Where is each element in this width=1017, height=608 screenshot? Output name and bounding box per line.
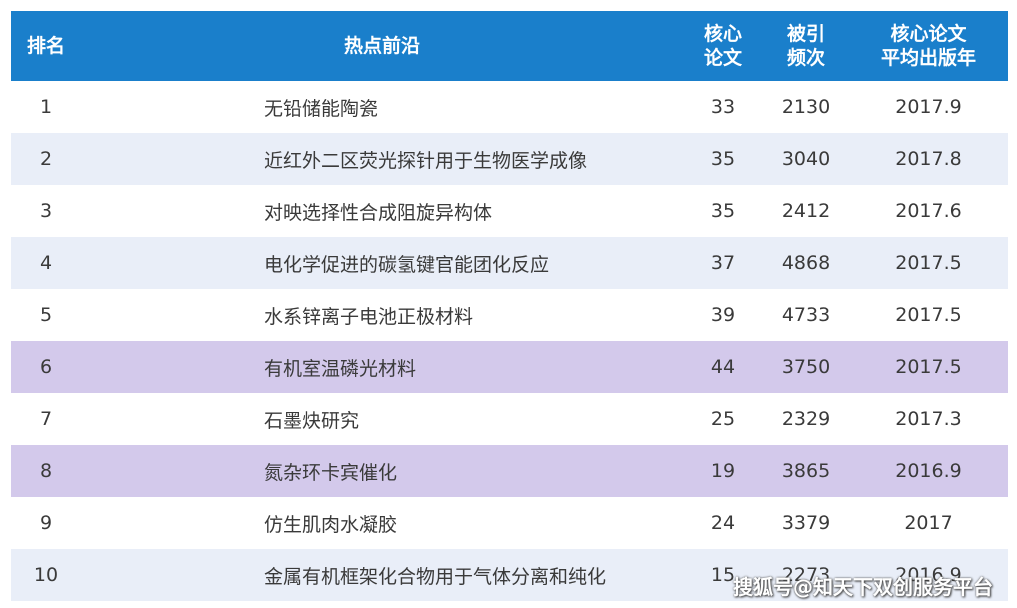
cell-rank: 2 — [39, 148, 53, 170]
cell-rank: 4 — [39, 252, 53, 274]
cell-year: 2017.5 — [895, 304, 962, 326]
cell-rank: 1 — [39, 96, 53, 118]
cell-year: 2016.9 — [895, 460, 962, 482]
cell-topic: 对映选择性合成阻旋异构体 — [264, 201, 493, 224]
cell-cite: 2130 — [781, 96, 831, 118]
cell-core: 35 — [710, 148, 736, 170]
cell-rank: 3 — [39, 200, 53, 222]
cell-year: 2017.6 — [895, 200, 962, 222]
header-topic: 热点前沿 — [343, 35, 420, 57]
cell-core: 35 — [710, 200, 736, 222]
header-cite-line2: 频次 — [786, 47, 825, 69]
header-core-papers: 核心 论文 — [683, 22, 763, 70]
cell-year: 2017.5 — [895, 252, 962, 274]
cell-year: 2017.5 — [895, 356, 962, 378]
cell-rank: 6 — [39, 356, 53, 378]
cell-core: 24 — [710, 512, 736, 534]
cell-core: 44 — [710, 356, 736, 378]
cell-core: 39 — [710, 304, 736, 326]
cell-year: 2017 — [904, 512, 953, 534]
cell-cite: 4733 — [781, 304, 831, 326]
cell-year: 2017.8 — [895, 148, 962, 170]
table-row: 7 石墨炔研究 25 2329 2017.3 — [11, 393, 1008, 445]
header-year-line2: 平均出版年 — [880, 47, 976, 69]
hot-fronts-table: 排名 热点前沿 核心 论文 被引 频次 核心论文 平均出版年 1 无铅储能陶瓷 … — [11, 11, 1008, 601]
table-row-highlighted: 6 有机室温磷光材料 44 3750 2017.5 — [11, 341, 1008, 393]
cell-topic: 有机室温磷光材料 — [264, 357, 417, 380]
cell-cite: 3379 — [781, 512, 831, 534]
cell-rank: 10 — [33, 564, 59, 586]
header-rank: 排名 — [27, 35, 66, 57]
cell-core: 19 — [710, 460, 736, 482]
table-row: 5 水系锌离子电池正极材料 39 4733 2017.5 — [11, 289, 1008, 341]
table-row: 10 金属有机框架化合物用于气体分离和纯化 15 2273 2016.9 — [11, 549, 1008, 601]
table-row-highlighted: 8 氮杂环卡宾催化 19 3865 2016.9 — [11, 445, 1008, 497]
cell-core: 15 — [710, 564, 736, 586]
cell-cite: 3750 — [781, 356, 831, 378]
table-row: 3 对映选择性合成阻旋异构体 35 2412 2017.6 — [11, 185, 1008, 237]
cell-year: 2016.9 — [895, 564, 962, 586]
cell-rank: 7 — [39, 408, 53, 430]
cell-topic: 氮杂环卡宾催化 — [264, 461, 398, 484]
header-year-line1: 核心论文 — [890, 23, 967, 45]
cell-topic: 电化学促进的碳氢键官能团化反应 — [264, 253, 550, 276]
cell-rank: 5 — [39, 304, 53, 326]
table-row: 9 仿生肌肉水凝胶 24 3379 2017 — [11, 497, 1008, 549]
cell-cite: 3865 — [781, 460, 831, 482]
header-avg-year: 核心论文 平均出版年 — [849, 22, 1008, 70]
cell-topic: 仿生肌肉水凝胶 — [264, 513, 398, 536]
cell-topic: 近红外二区荧光探针用于生物医学成像 — [264, 149, 588, 172]
cell-topic: 水系锌离子电池正极材料 — [264, 305, 474, 328]
cell-topic: 石墨炔研究 — [264, 409, 360, 432]
cell-cite: 2329 — [781, 408, 831, 430]
cell-core: 33 — [710, 96, 736, 118]
cell-core: 25 — [710, 408, 736, 430]
cell-topic: 金属有机框架化合物用于气体分离和纯化 — [264, 565, 607, 588]
source-watermark: 搜狐号@知天下双创服务平台 — [733, 575, 993, 599]
cell-cite: 3040 — [781, 148, 831, 170]
cell-cite: 4868 — [781, 252, 831, 274]
cell-core: 37 — [710, 252, 736, 274]
table-row: 1 无铅储能陶瓷 33 2130 2017.9 — [11, 81, 1008, 133]
cell-cite: 2412 — [781, 200, 831, 222]
cell-rank: 9 — [39, 512, 53, 534]
header-core-line2: 论文 — [703, 47, 742, 69]
cell-topic: 无铅储能陶瓷 — [264, 97, 379, 120]
cell-cite: 2273 — [781, 564, 831, 586]
table-row: 4 电化学促进的碳氢键官能团化反应 37 4868 2017.5 — [11, 237, 1008, 289]
table-header: 排名 热点前沿 核心 论文 被引 频次 核心论文 平均出版年 — [11, 11, 1008, 81]
header-citations: 被引 频次 — [763, 22, 849, 70]
cell-year: 2017.9 — [895, 96, 962, 118]
cell-year: 2017.3 — [895, 408, 962, 430]
cell-rank: 8 — [39, 460, 53, 482]
table-row: 2 近红外二区荧光探针用于生物医学成像 35 3040 2017.8 — [11, 133, 1008, 185]
header-cite-line1: 被引 — [786, 23, 825, 45]
header-core-line1: 核心 — [703, 23, 742, 45]
